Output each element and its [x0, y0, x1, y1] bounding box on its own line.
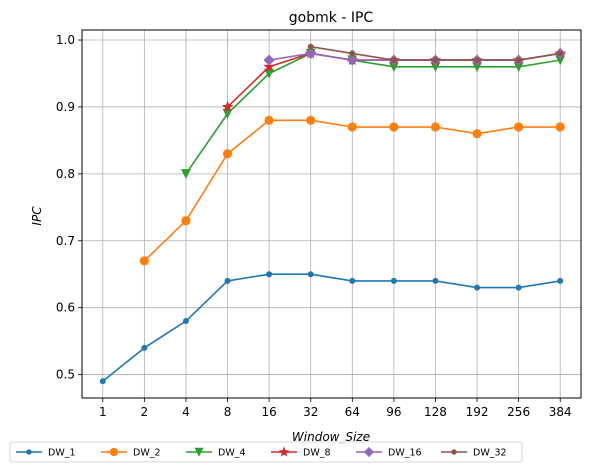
y-tick-label: 0.7	[56, 234, 75, 248]
x-tick-label: 128	[424, 405, 447, 419]
data-point	[389, 122, 399, 132]
data-point	[99, 378, 106, 385]
x-tick-label: 96	[386, 405, 401, 419]
plot-frame	[81, 29, 582, 399]
x-tick-label: 2	[141, 405, 149, 419]
data-point	[182, 318, 189, 325]
data-point	[221, 100, 234, 112]
legend-box	[9, 441, 523, 463]
data-point	[515, 57, 522, 64]
data-point	[349, 50, 356, 57]
data-point	[307, 271, 314, 278]
y-tick-label: 1.0	[56, 33, 75, 47]
data-point	[266, 271, 273, 278]
legend: DW_1 DW_2 DW_4 DW_8 DW_16 DW_32	[9, 441, 523, 463]
data-point	[264, 115, 274, 125]
x-tick-label: 4	[182, 405, 190, 419]
data-point	[263, 54, 275, 66]
x-tick-label: 32	[303, 405, 318, 419]
data-point	[346, 54, 358, 66]
grid-lines	[82, 30, 581, 398]
data-point	[139, 256, 149, 266]
data-point	[432, 277, 439, 284]
y-axis-label: IPC	[30, 206, 44, 226]
legend-label: DW_1	[48, 448, 76, 459]
data-point	[181, 169, 191, 180]
legend-item: DW_16	[356, 446, 422, 459]
legend-label: DW_16	[388, 448, 422, 459]
data-point	[432, 57, 439, 64]
legend-label: DW_32	[473, 448, 507, 459]
series-dw-2	[139, 115, 565, 266]
series-dw-32	[307, 43, 564, 64]
legend-label: DW_4	[218, 448, 246, 459]
data-point	[514, 122, 524, 132]
x-axis: 1 2 4 8 16 32 64 96 128 192 256 384	[99, 398, 572, 419]
data-point	[555, 122, 565, 132]
data-point	[349, 277, 356, 284]
data-point	[347, 122, 357, 132]
legend-label: DW_8	[303, 448, 331, 459]
legend-item: DW_8	[271, 446, 331, 459]
series-dw-4	[181, 48, 566, 180]
data-point	[515, 284, 522, 291]
legend-label: DW_2	[133, 448, 161, 459]
data-point	[224, 277, 231, 284]
data-point	[222, 149, 233, 159]
x-tick-label: 192	[466, 405, 489, 419]
y-axis: 0.5 0.6 0.7 0.8 0.9 1.0	[56, 33, 82, 382]
data-point	[390, 57, 397, 64]
data-point	[363, 446, 375, 458]
data-point	[472, 129, 482, 139]
chart-title: gobmk - IPC	[289, 10, 374, 26]
data-point	[390, 277, 397, 284]
y-tick-label: 0.6	[56, 301, 75, 315]
series-dw-1	[99, 271, 564, 385]
data-point	[141, 344, 148, 351]
legend-item: DW_1	[16, 448, 76, 459]
data-point	[109, 447, 119, 457]
data-point	[194, 447, 204, 457]
y-tick-label: 0.9	[56, 100, 75, 114]
data-point	[263, 60, 275, 72]
data-point	[451, 449, 457, 455]
data-point	[307, 43, 314, 50]
data-point	[26, 449, 32, 455]
legend-item: DW_2	[101, 448, 161, 459]
data-point	[474, 284, 481, 291]
x-tick-label: 16	[261, 405, 276, 419]
series-layer	[99, 43, 567, 385]
series-line	[102, 273, 561, 382]
data-point	[430, 122, 441, 132]
x-tick-label: 384	[549, 405, 572, 419]
data-point	[181, 216, 191, 226]
y-tick-label: 0.8	[56, 167, 75, 181]
legend-item: DW_32	[441, 448, 507, 459]
legend-item: DW_4	[186, 448, 246, 459]
x-axis-label: Window_Size	[292, 430, 370, 444]
data-point	[474, 57, 481, 64]
data-point	[557, 50, 564, 57]
data-point	[306, 115, 316, 125]
x-tick-label: 256	[507, 405, 530, 419]
x-tick-label: 8	[224, 405, 232, 419]
x-tick-label: 64	[345, 405, 360, 419]
y-tick-label: 0.5	[56, 368, 75, 382]
data-point	[557, 277, 564, 284]
series-line	[185, 52, 561, 175]
data-point	[278, 446, 290, 457]
data-point	[305, 47, 317, 59]
x-tick-label: 1	[99, 405, 107, 419]
